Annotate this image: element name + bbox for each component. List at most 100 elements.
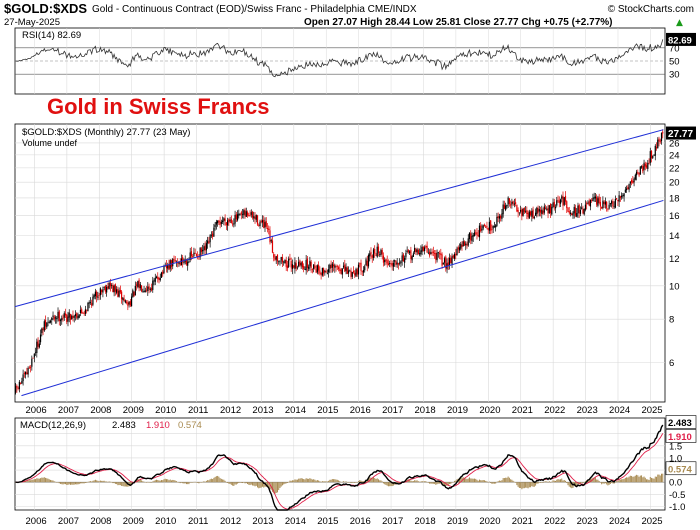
macd-hist-bar bbox=[611, 482, 613, 483]
macd-hist-bar bbox=[518, 482, 520, 488]
channel-lower-line bbox=[21, 199, 664, 397]
macd-hist-bar bbox=[51, 480, 53, 483]
candle-body bbox=[162, 271, 164, 275]
candle-body bbox=[148, 286, 150, 289]
price-tick-label: 22 bbox=[669, 163, 680, 174]
candle-body bbox=[295, 263, 297, 269]
macd-hist-bar bbox=[253, 482, 255, 486]
candle-body bbox=[521, 209, 523, 217]
macd-hist-bar bbox=[614, 482, 616, 483]
macd-hist-bar bbox=[74, 482, 76, 485]
macd-hist-bar bbox=[116, 482, 118, 485]
macd-hist-bar bbox=[623, 478, 625, 483]
macd-hist-bar bbox=[141, 480, 143, 483]
macd-hist-bar bbox=[485, 480, 487, 483]
macd-hist-bar bbox=[288, 481, 290, 483]
macd-hist-bar bbox=[454, 480, 456, 483]
macd-hist-bar bbox=[276, 482, 278, 493]
candle-body bbox=[253, 216, 255, 219]
macd-hist-bar bbox=[323, 481, 325, 483]
candle-body bbox=[648, 163, 650, 165]
macd-hist-bar bbox=[103, 480, 105, 483]
macd-hist-bar bbox=[472, 478, 474, 483]
macd-hist-bar bbox=[568, 482, 570, 487]
macd-hist-bar bbox=[275, 482, 277, 493]
candle-body bbox=[42, 328, 44, 331]
candle-body bbox=[380, 249, 382, 255]
macd-hist-bar bbox=[661, 473, 663, 483]
macd-histogram bbox=[15, 473, 664, 494]
macd-hist-bar bbox=[584, 481, 586, 483]
candle-body bbox=[321, 267, 323, 276]
macd-hist-bar bbox=[452, 481, 454, 483]
candle-body bbox=[510, 204, 512, 206]
macd-hist-bar bbox=[632, 476, 634, 483]
macd-hist-bar bbox=[651, 477, 653, 483]
candle-body bbox=[628, 183, 630, 190]
candle-body bbox=[342, 265, 345, 268]
macd-hist-bar bbox=[37, 478, 39, 483]
macd-hist-bar bbox=[222, 479, 224, 483]
candle-body bbox=[36, 341, 38, 354]
candle-body bbox=[467, 238, 469, 246]
candle-body bbox=[549, 204, 552, 214]
macd-hist-bar bbox=[382, 482, 384, 484]
macd-hist-bar bbox=[217, 475, 219, 483]
candle-body bbox=[58, 311, 60, 322]
macd-hist-bar bbox=[291, 480, 293, 483]
macd-hist-bar bbox=[348, 482, 350, 483]
candle-body bbox=[102, 289, 104, 293]
macd-hist-bar bbox=[491, 482, 493, 484]
x-axis-year-label: 2023 bbox=[577, 405, 598, 416]
macd-hist-bar bbox=[118, 482, 120, 486]
candle-body bbox=[556, 200, 558, 206]
macd-hist-bar bbox=[84, 482, 86, 483]
macd-hist-bar bbox=[581, 482, 583, 483]
candle-body bbox=[53, 316, 55, 320]
candle-body bbox=[497, 216, 499, 218]
macd-tick-label: -0.5 bbox=[669, 490, 685, 501]
x-axis-year-label: 2014 bbox=[285, 405, 306, 416]
candle-body bbox=[603, 201, 605, 204]
macd-hist-bar bbox=[169, 479, 171, 483]
macd-hist-bar bbox=[520, 482, 522, 489]
macd-hist-bar bbox=[326, 481, 328, 483]
macd-hist-bar bbox=[149, 482, 151, 483]
candle-body bbox=[414, 248, 416, 253]
macd-hist-bar bbox=[167, 479, 169, 483]
candle-body bbox=[377, 246, 380, 254]
candle-body bbox=[412, 253, 414, 257]
macd-hist-bar bbox=[335, 479, 337, 483]
macd-hist-bar bbox=[350, 482, 352, 484]
candle-body bbox=[137, 281, 139, 287]
macd-hist-bar bbox=[464, 477, 466, 483]
x-axis-year-label: 2008 bbox=[90, 405, 111, 416]
macd-hist-bar bbox=[180, 482, 182, 483]
candle-body bbox=[652, 155, 654, 159]
macd-hist-bar bbox=[266, 482, 268, 488]
candle-body bbox=[405, 252, 407, 258]
candle-body bbox=[482, 225, 484, 229]
candle-body bbox=[304, 269, 306, 270]
candle-body bbox=[125, 301, 128, 303]
macd-hist-bar bbox=[195, 482, 197, 483]
candle-body bbox=[406, 250, 408, 252]
candle-body bbox=[422, 246, 424, 252]
macd-hist-bar bbox=[511, 479, 513, 483]
macd-hist-bar bbox=[460, 477, 462, 483]
candle-body bbox=[114, 284, 116, 292]
macd-hist-bar bbox=[425, 481, 427, 483]
candle-body bbox=[133, 291, 135, 296]
candle-body bbox=[577, 205, 579, 214]
candle-body bbox=[243, 210, 245, 215]
macd-hist-bar bbox=[213, 477, 215, 483]
chart-overlay-title: Gold in Swiss Francs bbox=[47, 94, 270, 119]
candle-body bbox=[93, 295, 95, 298]
candle-body bbox=[106, 286, 108, 293]
x-axis-year-label: 2012 bbox=[220, 405, 241, 416]
macd-hist-bar bbox=[119, 482, 121, 486]
candle-body bbox=[215, 221, 217, 225]
candle-body bbox=[508, 198, 510, 204]
candle-body bbox=[488, 221, 491, 231]
candle-body bbox=[513, 203, 515, 205]
